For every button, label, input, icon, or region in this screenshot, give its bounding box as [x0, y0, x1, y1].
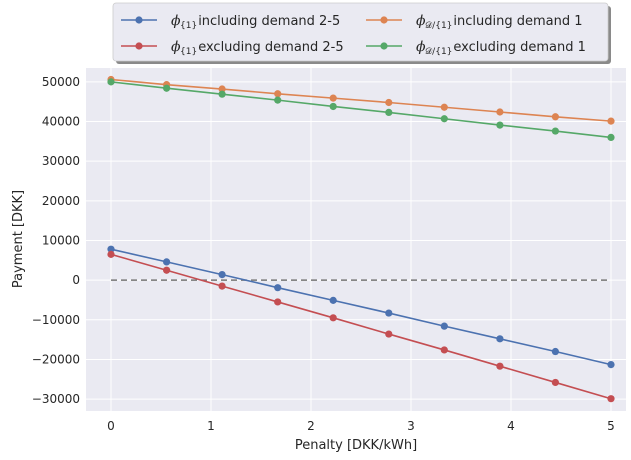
plot-background [86, 68, 626, 411]
data-point [218, 90, 226, 98]
data-point [607, 395, 615, 403]
data-point [496, 362, 504, 370]
data-point [385, 98, 393, 107]
x-tick-label: 1 [207, 419, 215, 433]
data-point [274, 284, 282, 292]
legend-marker [380, 16, 388, 24]
legend-entry-3: ϕ 𝒟/{1} including demand 1 [366, 13, 583, 31]
legend-subscript: 𝒟/{1} [425, 47, 452, 57]
legend-entry-2: ϕ {1} excluding demand 2-5 [121, 39, 344, 57]
data-point [496, 335, 504, 343]
data-point [107, 78, 115, 86]
y-tick-label: 30000 [42, 154, 80, 168]
legend-subscript: 𝒟/{1} [425, 21, 452, 31]
x-tick-label: 0 [107, 419, 115, 433]
data-point [274, 298, 282, 306]
data-point [329, 296, 337, 304]
x-tick-label: 4 [507, 419, 515, 433]
y-tick-label: −30000 [32, 392, 80, 406]
legend-marker [135, 16, 143, 24]
data-point [329, 102, 337, 111]
data-point [274, 90, 282, 98]
data-point [551, 378, 560, 387]
y-tick-label: 40000 [42, 115, 80, 129]
series-line [110, 78, 612, 122]
y-tick-label: 10000 [42, 233, 80, 247]
legend-symbol: ϕ [416, 39, 426, 55]
data-point [496, 108, 504, 116]
legend-entry-1: ϕ {1} including demand 2-5 [121, 13, 340, 31]
series-line [110, 81, 612, 139]
y-tick-label: −10000 [32, 313, 80, 327]
data-point [496, 121, 504, 129]
data-point [385, 330, 393, 338]
legend-marker [380, 42, 388, 50]
y-axis-label: Payment [DKK] [11, 190, 26, 288]
data-point [274, 96, 282, 104]
x-tick-label: 5 [607, 419, 615, 433]
y-tick-label: −20000 [32, 352, 80, 366]
data-point [163, 266, 171, 274]
y-tick-label: 20000 [42, 194, 80, 208]
x-axis-label: Penalty [DKK/kWh] [295, 438, 417, 453]
legend-items: ϕ {1} including demand 2-5ϕ {1} excluding … [121, 13, 586, 57]
data-point [218, 85, 226, 93]
data-point [163, 258, 171, 266]
data-point [107, 245, 115, 253]
data-point [440, 322, 448, 330]
legend-box [112, 2, 609, 62]
data-point [218, 270, 226, 279]
series-2 [107, 250, 615, 403]
series-line [110, 248, 612, 366]
legend-label: excluding demand 1 [453, 40, 586, 55]
data-point [385, 309, 393, 317]
series-line [110, 253, 612, 400]
data-point [607, 133, 615, 141]
legend-subscript: {1} [180, 47, 197, 57]
data-point [551, 127, 560, 135]
data-point [107, 250, 115, 258]
data-point [329, 94, 337, 102]
legend-marker [135, 42, 143, 50]
y-tick-labels: −30000 −20000 −10000 0 10000 20000 30000 40000 5… [32, 75, 80, 406]
legend-label: including demand 2-5 [198, 14, 340, 29]
legend-symbol: ϕ [171, 13, 181, 29]
data-point [385, 108, 393, 117]
data-point [551, 113, 560, 121]
series-4 [107, 78, 615, 141]
data-point [440, 103, 448, 111]
y-tick-label: 50000 [42, 75, 80, 89]
data-point [440, 346, 448, 354]
y-tick-label: 0 [72, 273, 80, 287]
legend-entry-4: ϕ 𝒟/{1} excluding demand 1 [366, 39, 586, 57]
data-point [218, 282, 226, 290]
legend-label: excluding demand 2-5 [198, 40, 343, 55]
series-group [107, 75, 615, 403]
series-1 [107, 245, 615, 369]
legend-label: including demand 1 [453, 14, 582, 29]
legend-symbol: ϕ [416, 13, 426, 29]
data-point [440, 115, 448, 123]
x-tick-label: 3 [407, 419, 415, 433]
legend-symbol: ϕ [171, 39, 181, 55]
legend: ϕ {1} including demand 2-5ϕ {1} excluding … [112, 2, 611, 64]
data-point [607, 361, 615, 369]
x-tick-label: 2 [307, 419, 315, 433]
data-point [329, 314, 337, 322]
data-point [607, 117, 615, 125]
x-tick-labels: 0 1 2 3 4 5 [107, 419, 615, 433]
data-point [163, 84, 171, 92]
legend-subscript: {1} [180, 21, 197, 31]
data-point [551, 347, 560, 356]
